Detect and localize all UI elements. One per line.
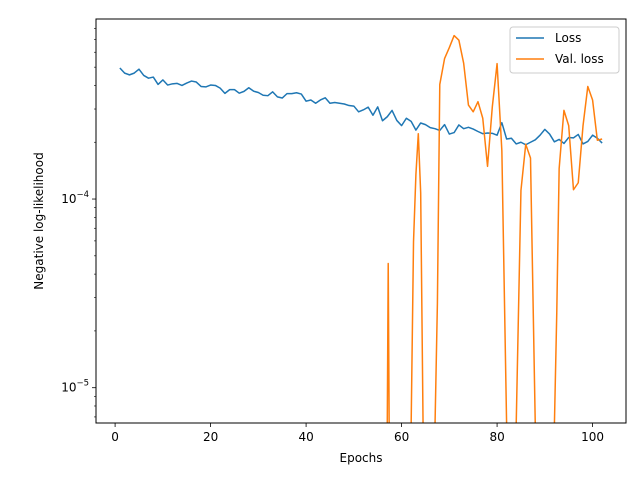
x-axis: 0 20 40 60 80 100: [111, 423, 604, 444]
y-axis-label: Negative log-likelihood: [32, 152, 46, 289]
legend: Loss Val. loss: [509, 26, 620, 74]
x-tick-label: 80: [489, 430, 504, 444]
x-tick-label: 60: [394, 430, 409, 444]
x-tick-label: 100: [581, 430, 604, 444]
x-tick-label: 0: [111, 430, 119, 444]
series-line-loss: [119, 67, 603, 146]
series-line-val-loss: [386, 34, 603, 423]
x-axis-label: Epochs: [340, 451, 383, 465]
legend-label-val-loss: Val. loss: [555, 52, 604, 66]
series-layer: [119, 34, 603, 423]
legend-label-loss: Loss: [555, 31, 581, 45]
x-tick-label: 40: [298, 430, 313, 444]
plot-frame: [95, 18, 627, 424]
x-tick-label: 20: [203, 430, 218, 444]
